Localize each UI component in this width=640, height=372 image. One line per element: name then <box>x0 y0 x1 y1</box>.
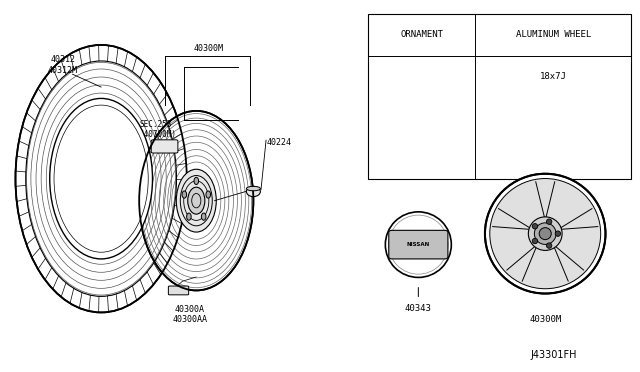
Text: 40300A
40300AA: 40300A 40300AA <box>172 305 207 324</box>
Ellipse shape <box>246 186 260 191</box>
Ellipse shape <box>15 45 187 312</box>
Ellipse shape <box>202 213 206 220</box>
Ellipse shape <box>206 191 211 198</box>
Ellipse shape <box>187 213 191 220</box>
Ellipse shape <box>555 231 561 236</box>
Ellipse shape <box>532 238 538 244</box>
Ellipse shape <box>485 174 605 294</box>
Ellipse shape <box>532 224 538 229</box>
Text: NISSAN: NISSAN <box>406 242 430 247</box>
Ellipse shape <box>547 243 552 248</box>
Text: ORNAMENT: ORNAMENT <box>400 31 443 39</box>
Ellipse shape <box>490 179 601 289</box>
Ellipse shape <box>547 219 552 224</box>
FancyBboxPatch shape <box>168 286 189 295</box>
Ellipse shape <box>194 177 198 185</box>
Text: 40343: 40343 <box>405 304 432 313</box>
Text: 40224: 40224 <box>266 138 291 147</box>
Ellipse shape <box>50 99 152 259</box>
Text: SEC.253
(40700M): SEC.253 (40700M) <box>139 119 176 139</box>
Text: 40300M: 40300M <box>529 315 561 324</box>
FancyBboxPatch shape <box>151 140 178 153</box>
FancyBboxPatch shape <box>388 230 448 259</box>
Text: ALUMINUM WHEEL: ALUMINUM WHEEL <box>516 31 591 39</box>
Text: 40312
40312M: 40312 40312M <box>48 55 78 75</box>
Ellipse shape <box>176 169 216 232</box>
Ellipse shape <box>534 223 556 244</box>
Ellipse shape <box>529 217 562 250</box>
Ellipse shape <box>188 187 205 214</box>
Text: 18x7J: 18x7J <box>540 71 566 81</box>
Ellipse shape <box>540 228 551 240</box>
Ellipse shape <box>139 111 253 291</box>
Bar <box>367 14 631 179</box>
Ellipse shape <box>246 186 260 197</box>
Ellipse shape <box>182 191 187 198</box>
Text: J43301FH: J43301FH <box>531 350 577 360</box>
Text: 40300M: 40300M <box>194 44 224 53</box>
Ellipse shape <box>385 212 451 278</box>
